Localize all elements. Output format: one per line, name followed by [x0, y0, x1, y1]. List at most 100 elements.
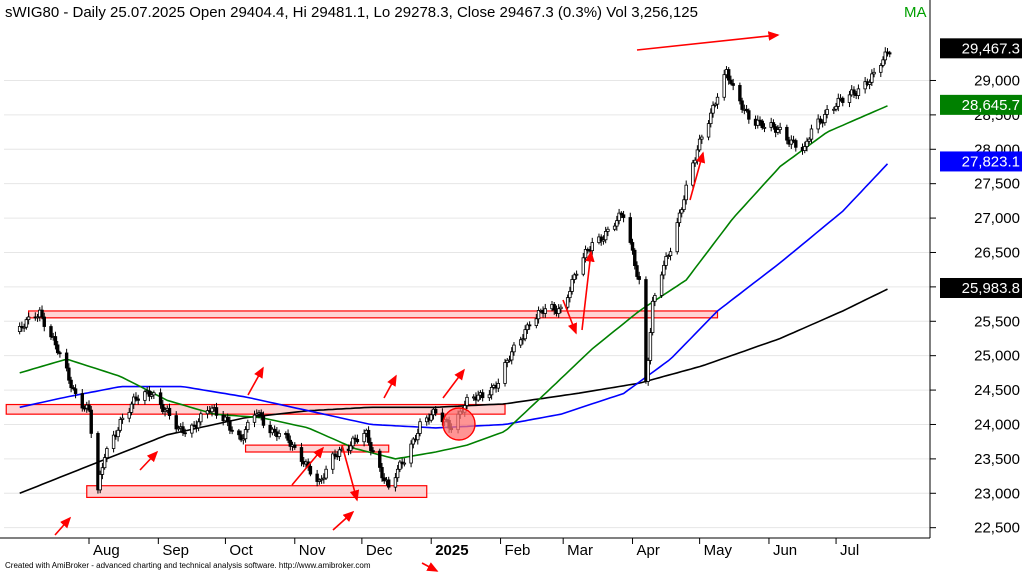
- bar-body: [836, 97, 840, 107]
- last-value-tag: [940, 38, 1022, 59]
- price-bar: [713, 102, 717, 108]
- price-bar: [355, 434, 360, 444]
- price-bar: [680, 207, 684, 218]
- bar-body: [534, 318, 539, 326]
- bar-body: [315, 473, 319, 482]
- price-bar: [402, 458, 407, 467]
- price-bar: [24, 317, 29, 330]
- bar-body: [167, 407, 172, 416]
- annotations: [54, 31, 780, 572]
- bar-body: [536, 310, 541, 320]
- bar-body: [393, 477, 398, 488]
- price-bar: [633, 248, 637, 270]
- bar-body: [205, 410, 210, 415]
- price-bar: [480, 389, 485, 402]
- bar-body: [87, 404, 91, 411]
- bar-body: [512, 344, 516, 353]
- bar-body: [102, 457, 107, 469]
- bar-body: [713, 103, 717, 106]
- annotation-arrow: [581, 250, 595, 331]
- bar-body: [816, 118, 820, 130]
- price-bar: [879, 63, 883, 78]
- bar-body: [581, 257, 586, 275]
- price-bar: [709, 108, 713, 128]
- bar-body: [433, 408, 438, 414]
- x-tick-label: Mar: [567, 542, 593, 559]
- price-bar: [71, 385, 76, 391]
- bar-body: [744, 108, 749, 112]
- bar-body: [111, 434, 116, 449]
- price-bar: [158, 388, 163, 409]
- bar-body: [635, 265, 639, 277]
- x-tick-label: Jun: [773, 542, 797, 559]
- price-bar: [351, 435, 355, 450]
- price-bar: [832, 106, 836, 114]
- bar-body: [662, 265, 666, 276]
- crossover-marker: [442, 407, 476, 441]
- price-bar: [243, 426, 248, 443]
- bar-body: [628, 217, 632, 243]
- price-bar: [42, 312, 46, 332]
- bar-body: [199, 413, 203, 423]
- price-bar: [747, 108, 751, 124]
- price-bar: [684, 180, 688, 205]
- annotation-arrow: [247, 366, 264, 396]
- y-tick-label: 24,500: [974, 382, 1020, 399]
- price-bar: [225, 413, 230, 427]
- price-bar: [518, 336, 523, 349]
- bar-body: [557, 308, 561, 314]
- bar-body: [98, 473, 102, 491]
- price-bar: [572, 272, 577, 284]
- price-bar: [333, 449, 337, 460]
- price-bar: [552, 302, 556, 315]
- price-bar: [118, 416, 123, 433]
- bar-body: [630, 242, 635, 251]
- price-bar: [411, 437, 416, 449]
- bar-body: [818, 118, 823, 123]
- bar-body: [239, 434, 243, 441]
- y-tick-label: 23,000: [974, 485, 1020, 502]
- bar-body: [738, 85, 742, 102]
- annotation-arrow: [421, 562, 439, 572]
- bar-body: [17, 326, 22, 332]
- x-tick-label: Aug: [93, 542, 120, 559]
- bar-body: [181, 426, 185, 434]
- bar-body: [726, 69, 731, 81]
- price-bar: [132, 393, 136, 409]
- price-bar: [570, 275, 574, 295]
- bar-body: [872, 71, 876, 75]
- price-bar: [293, 442, 297, 450]
- price-bar: [621, 210, 626, 223]
- last-value-label: 29,467.3: [962, 40, 1020, 57]
- price-bar: [163, 407, 167, 417]
- bar-body: [132, 396, 136, 405]
- bar-body: [677, 212, 682, 224]
- bar-body: [118, 419, 123, 431]
- price-bar: [272, 425, 277, 437]
- chart-header-ma: MA: [904, 4, 927, 21]
- price-bar: [371, 447, 375, 454]
- bar-body: [807, 138, 811, 142]
- zone-box: [86, 485, 428, 499]
- y-tick-label: 23,500: [974, 451, 1020, 468]
- price-bar: [152, 390, 156, 400]
- bar-body: [277, 433, 281, 438]
- bar-body: [100, 467, 105, 475]
- price-bar: [691, 159, 695, 189]
- price-bar: [668, 247, 673, 261]
- bar-body: [574, 273, 579, 276]
- bar-body: [64, 352, 69, 369]
- price-bar: [823, 109, 827, 126]
- price-bar: [527, 321, 532, 330]
- price-bar: [167, 403, 172, 420]
- bar-body: [487, 394, 492, 399]
- bar-body: [615, 220, 619, 227]
- price-bar: [348, 441, 353, 455]
- last-value-tag: [940, 277, 1022, 298]
- bar-body: [731, 83, 735, 86]
- price-bar: [40, 305, 44, 320]
- price-bar: [409, 440, 413, 468]
- price-bar: [715, 93, 720, 109]
- bar-body: [496, 383, 501, 389]
